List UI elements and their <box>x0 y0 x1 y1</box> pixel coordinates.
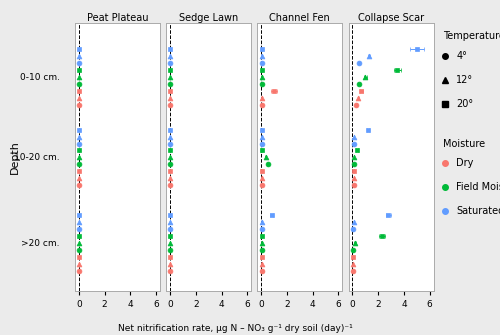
Title: Peat Plateau: Peat Plateau <box>86 13 148 23</box>
Text: Temperature: Temperature <box>442 31 500 42</box>
Text: 12°: 12° <box>456 75 473 85</box>
Text: Saturated: Saturated <box>456 206 500 216</box>
Text: 4°: 4° <box>456 51 468 61</box>
Text: 20°: 20° <box>456 99 473 109</box>
Text: 0-10 cm.: 0-10 cm. <box>20 73 59 81</box>
Title: Collapse Scar: Collapse Scar <box>358 13 424 23</box>
Text: Moisture: Moisture <box>442 139 484 149</box>
Text: Net nitrification rate, μg N – NO₃ g⁻¹ dry soil (day)⁻¹: Net nitrification rate, μg N – NO₃ g⁻¹ d… <box>118 324 352 333</box>
Title: Channel Fen: Channel Fen <box>270 13 330 23</box>
Text: >20 cm.: >20 cm. <box>21 239 59 248</box>
Title: Sedge Lawn: Sedge Lawn <box>179 13 238 23</box>
Text: Dry: Dry <box>456 158 474 168</box>
Text: 10-20 cm.: 10-20 cm. <box>14 153 60 162</box>
Text: Depth: Depth <box>10 140 20 175</box>
Text: Field Moist: Field Moist <box>456 182 500 192</box>
